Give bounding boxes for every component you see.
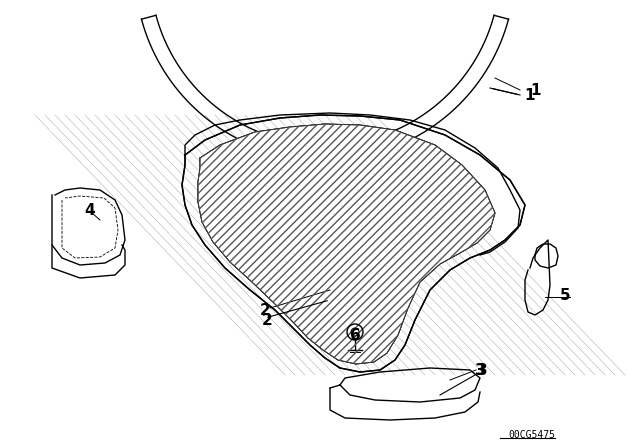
Text: 00CG5475: 00CG5475 <box>508 430 555 440</box>
Text: 5: 5 <box>560 288 570 302</box>
Polygon shape <box>198 124 495 364</box>
Text: 3: 3 <box>475 362 485 378</box>
Text: 2: 2 <box>260 302 270 318</box>
Text: 4: 4 <box>84 202 95 217</box>
Text: 1: 1 <box>525 87 535 103</box>
Text: 6: 6 <box>349 327 360 343</box>
Text: 3: 3 <box>477 363 488 378</box>
Text: 1: 1 <box>530 83 541 98</box>
Text: 2: 2 <box>262 313 273 328</box>
